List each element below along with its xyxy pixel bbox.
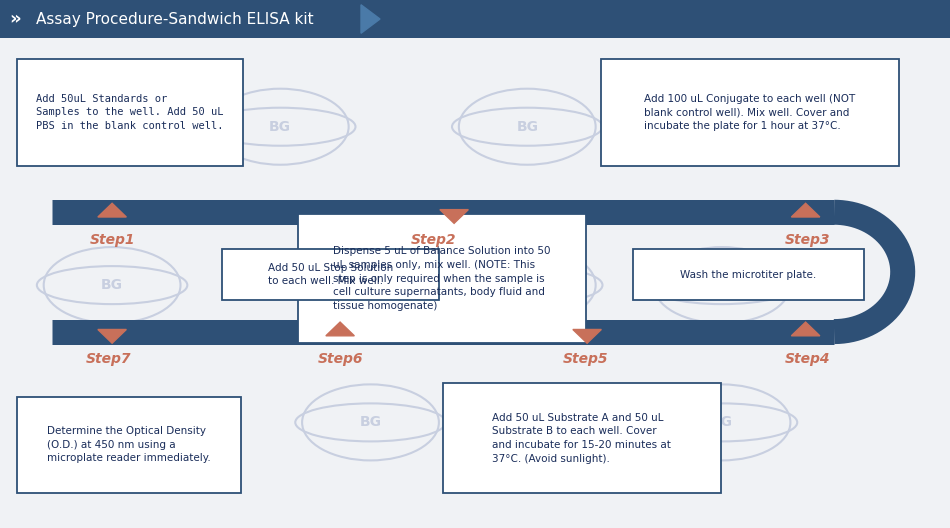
Polygon shape <box>440 210 468 223</box>
Text: Step7: Step7 <box>86 352 131 366</box>
FancyBboxPatch shape <box>298 214 586 343</box>
FancyBboxPatch shape <box>222 249 439 300</box>
Polygon shape <box>791 322 820 336</box>
Text: Add 50 uL Substrate A and 50 uL
Substrate B to each well. Cover
and incubate for: Add 50 uL Substrate A and 50 uL Substrat… <box>492 413 672 464</box>
Text: BG: BG <box>516 278 539 292</box>
Text: BG: BG <box>101 278 124 292</box>
FancyBboxPatch shape <box>0 0 950 38</box>
FancyBboxPatch shape <box>17 59 243 166</box>
Polygon shape <box>791 203 820 217</box>
Polygon shape <box>326 322 354 336</box>
Text: »: » <box>10 10 21 28</box>
FancyBboxPatch shape <box>443 383 721 493</box>
Text: Step5: Step5 <box>562 352 608 366</box>
FancyBboxPatch shape <box>633 249 864 300</box>
Text: BG: BG <box>711 416 733 429</box>
Text: Step6: Step6 <box>318 352 364 366</box>
Text: BG: BG <box>101 120 124 134</box>
Text: Step1: Step1 <box>90 233 136 247</box>
Polygon shape <box>361 5 380 33</box>
Text: Step2: Step2 <box>410 233 456 247</box>
Text: Step4: Step4 <box>785 352 830 366</box>
Text: BG: BG <box>269 120 292 134</box>
Polygon shape <box>573 329 601 343</box>
Text: Dispense 5 uL of Balance Solution into 50
uL samples only, mix well. (NOTE: This: Dispense 5 uL of Balance Solution into 5… <box>333 247 551 310</box>
Text: Add 50uL Standards or
Samples to the well. Add 50 uL
PBS in the blank control we: Add 50uL Standards or Samples to the wel… <box>36 93 224 131</box>
Text: BG: BG <box>516 120 539 134</box>
Polygon shape <box>98 329 126 343</box>
Text: BG: BG <box>359 416 382 429</box>
Text: BG: BG <box>711 120 733 134</box>
FancyBboxPatch shape <box>601 59 899 166</box>
Text: Assay Procedure-Sandwich ELISA kit: Assay Procedure-Sandwich ELISA kit <box>36 12 314 26</box>
Text: Wash the microtiter plate.: Wash the microtiter plate. <box>680 270 816 279</box>
Text: Step3: Step3 <box>785 233 830 247</box>
Text: Add 50 uL Stop Solution
to each well. Mix well.: Add 50 uL Stop Solution to each well. Mi… <box>268 263 393 286</box>
Text: Add 100 uL Conjugate to each well (NOT
blank control well). Mix well. Cover and
: Add 100 uL Conjugate to each well (NOT b… <box>644 93 856 131</box>
Text: BG: BG <box>711 278 733 292</box>
Polygon shape <box>98 203 126 217</box>
Text: Determine the Optical Density
(O.D.) at 450 nm using a
microplate reader immedia: Determine the Optical Density (O.D.) at … <box>48 426 211 464</box>
FancyBboxPatch shape <box>17 397 241 493</box>
